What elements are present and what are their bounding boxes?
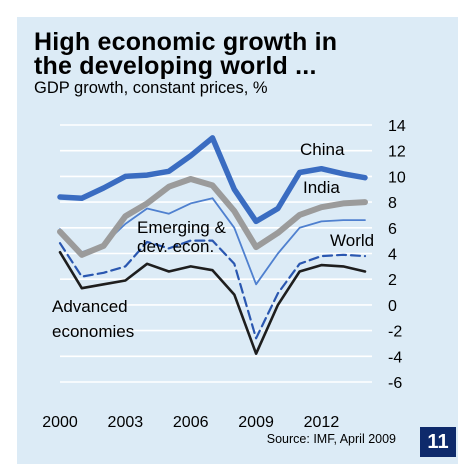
y-tick-label: 4 (388, 247, 397, 264)
series-label-emerging-dev-econ: Emerging & (137, 218, 226, 237)
chart-panel (17, 17, 458, 464)
y-tick-label: 0 (388, 298, 397, 315)
series-label-china: China (300, 140, 345, 159)
y-axis-labels: 14 12 10 8 6 4 2 0 -2 -4 -6 (388, 118, 406, 392)
page-number-badge: 11 (420, 427, 456, 457)
y-tick-label: 6 (388, 221, 397, 238)
x-tick-label: 2006 (173, 414, 209, 431)
series-line-advanced-economies (58, 250, 367, 356)
title-line-1: High economic growth in (34, 28, 338, 56)
series-label-world: World (330, 231, 374, 250)
gridlines (60, 124, 372, 383)
x-tick-label: 2012 (304, 414, 340, 431)
series-line-world (58, 239, 367, 340)
series-label-emerging-dev-econ: dev. econ. (137, 237, 214, 256)
x-tick-label: 2000 (42, 414, 78, 431)
y-tick-label: 12 (388, 144, 406, 161)
series-line-china (57, 135, 368, 225)
x-tick-label: 2003 (108, 414, 144, 431)
series-line-india (57, 176, 368, 258)
y-tick-label: 2 (388, 272, 397, 289)
title-line-2: the developing world ... (34, 52, 317, 80)
y-tick-label: -6 (388, 375, 402, 392)
y-tick-label: 10 (388, 169, 406, 186)
series-lines (57, 135, 368, 356)
x-axis-labels: 2000 2003 2006 2009 2012 (42, 414, 339, 431)
y-tick-label: -2 (388, 324, 402, 341)
series-labels: China India Emerging &dev. econ. World Advan… (52, 140, 374, 341)
source-note: Source: IMF, April 2009 (266, 432, 396, 446)
y-tick-label: 14 (388, 118, 406, 135)
y-tick-label: -4 (388, 349, 402, 366)
series-label-advanced-economies: Advanced (52, 297, 128, 316)
x-tick-label: 2009 (238, 414, 274, 431)
series-label-advanced-economies: economies (52, 322, 134, 341)
chart-title: High economic growth in the developing w… (34, 28, 338, 80)
series-label-india: India (303, 178, 340, 197)
y-tick-label: 8 (388, 195, 397, 212)
chart-subtitle: GDP growth, constant prices, % (34, 79, 268, 97)
